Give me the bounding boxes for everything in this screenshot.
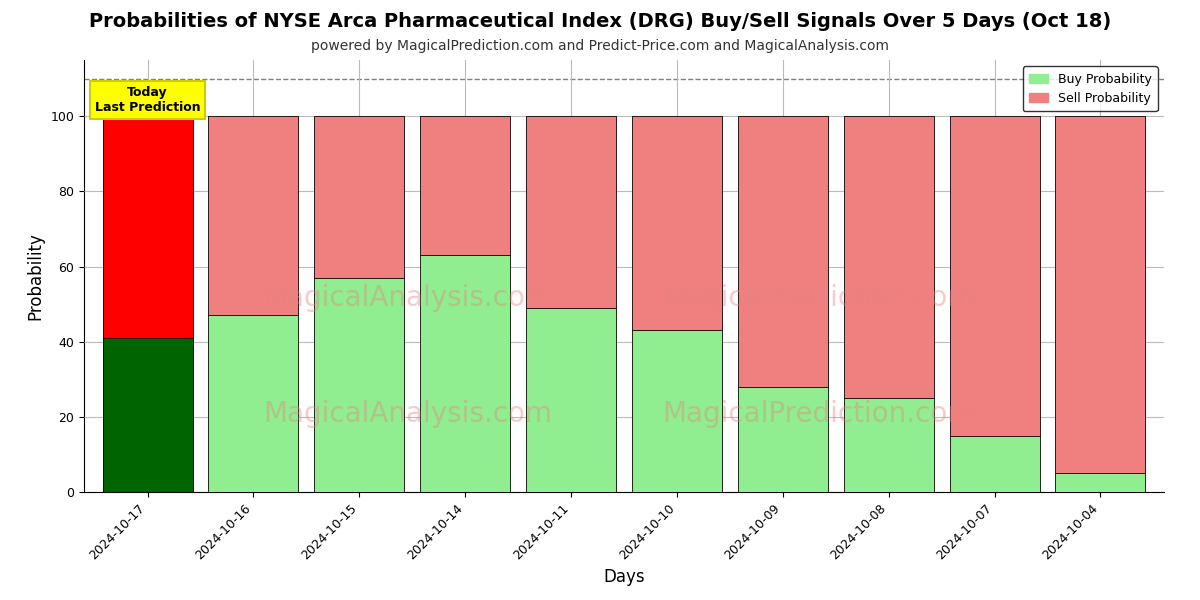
Y-axis label: Probability: Probability	[26, 232, 44, 320]
Bar	[209, 116, 299, 316]
Text: MagicalPrediction.com: MagicalPrediction.com	[662, 400, 974, 428]
Text: MagicalAnalysis.com: MagicalAnalysis.com	[264, 284, 552, 311]
Text: powered by MagicalPrediction.com and Predict-Price.com and MagicalAnalysis.com: powered by MagicalPrediction.com and Pre…	[311, 39, 889, 53]
Bar	[632, 331, 722, 492]
Bar	[632, 116, 722, 331]
Bar	[949, 436, 1039, 492]
Text: Today
Last Prediction: Today Last Prediction	[95, 86, 200, 114]
Bar	[420, 116, 510, 256]
Bar	[738, 116, 828, 387]
Bar	[949, 116, 1039, 436]
Bar	[1056, 116, 1146, 473]
Bar	[526, 308, 616, 492]
Bar	[738, 116, 828, 387]
Text: MagicalPrediction.com: MagicalPrediction.com	[662, 284, 974, 311]
Bar	[314, 278, 404, 492]
Bar	[949, 116, 1039, 436]
Bar	[526, 116, 616, 308]
Bar	[420, 256, 510, 492]
Bar	[209, 316, 299, 492]
Bar	[526, 116, 616, 308]
Bar	[102, 338, 192, 492]
Bar	[314, 278, 404, 492]
Bar	[526, 308, 616, 492]
Bar	[844, 116, 934, 398]
Bar	[632, 331, 722, 492]
Text: MagicalAnalysis.com: MagicalAnalysis.com	[264, 400, 552, 428]
Bar	[209, 316, 299, 492]
Text: Probabilities of NYSE Arca Pharmaceutical Index (DRG) Buy/Sell Signals Over 5 Da: Probabilities of NYSE Arca Pharmaceutica…	[89, 12, 1111, 31]
Bar	[102, 338, 192, 492]
Bar	[314, 116, 404, 278]
X-axis label: Days: Days	[604, 568, 644, 586]
Bar	[420, 256, 510, 492]
Bar	[102, 116, 192, 338]
Bar	[314, 116, 404, 278]
Legend: Buy Probability, Sell Probability: Buy Probability, Sell Probability	[1022, 66, 1158, 111]
Bar	[102, 116, 192, 338]
Bar	[1056, 473, 1146, 492]
Bar	[209, 116, 299, 316]
Bar	[1056, 473, 1146, 492]
Bar	[844, 398, 934, 492]
Bar	[738, 387, 828, 492]
Bar	[949, 436, 1039, 492]
Bar	[632, 116, 722, 331]
Bar	[738, 387, 828, 492]
Bar	[420, 116, 510, 256]
Bar	[844, 398, 934, 492]
Bar	[844, 116, 934, 398]
Bar	[1056, 116, 1146, 473]
